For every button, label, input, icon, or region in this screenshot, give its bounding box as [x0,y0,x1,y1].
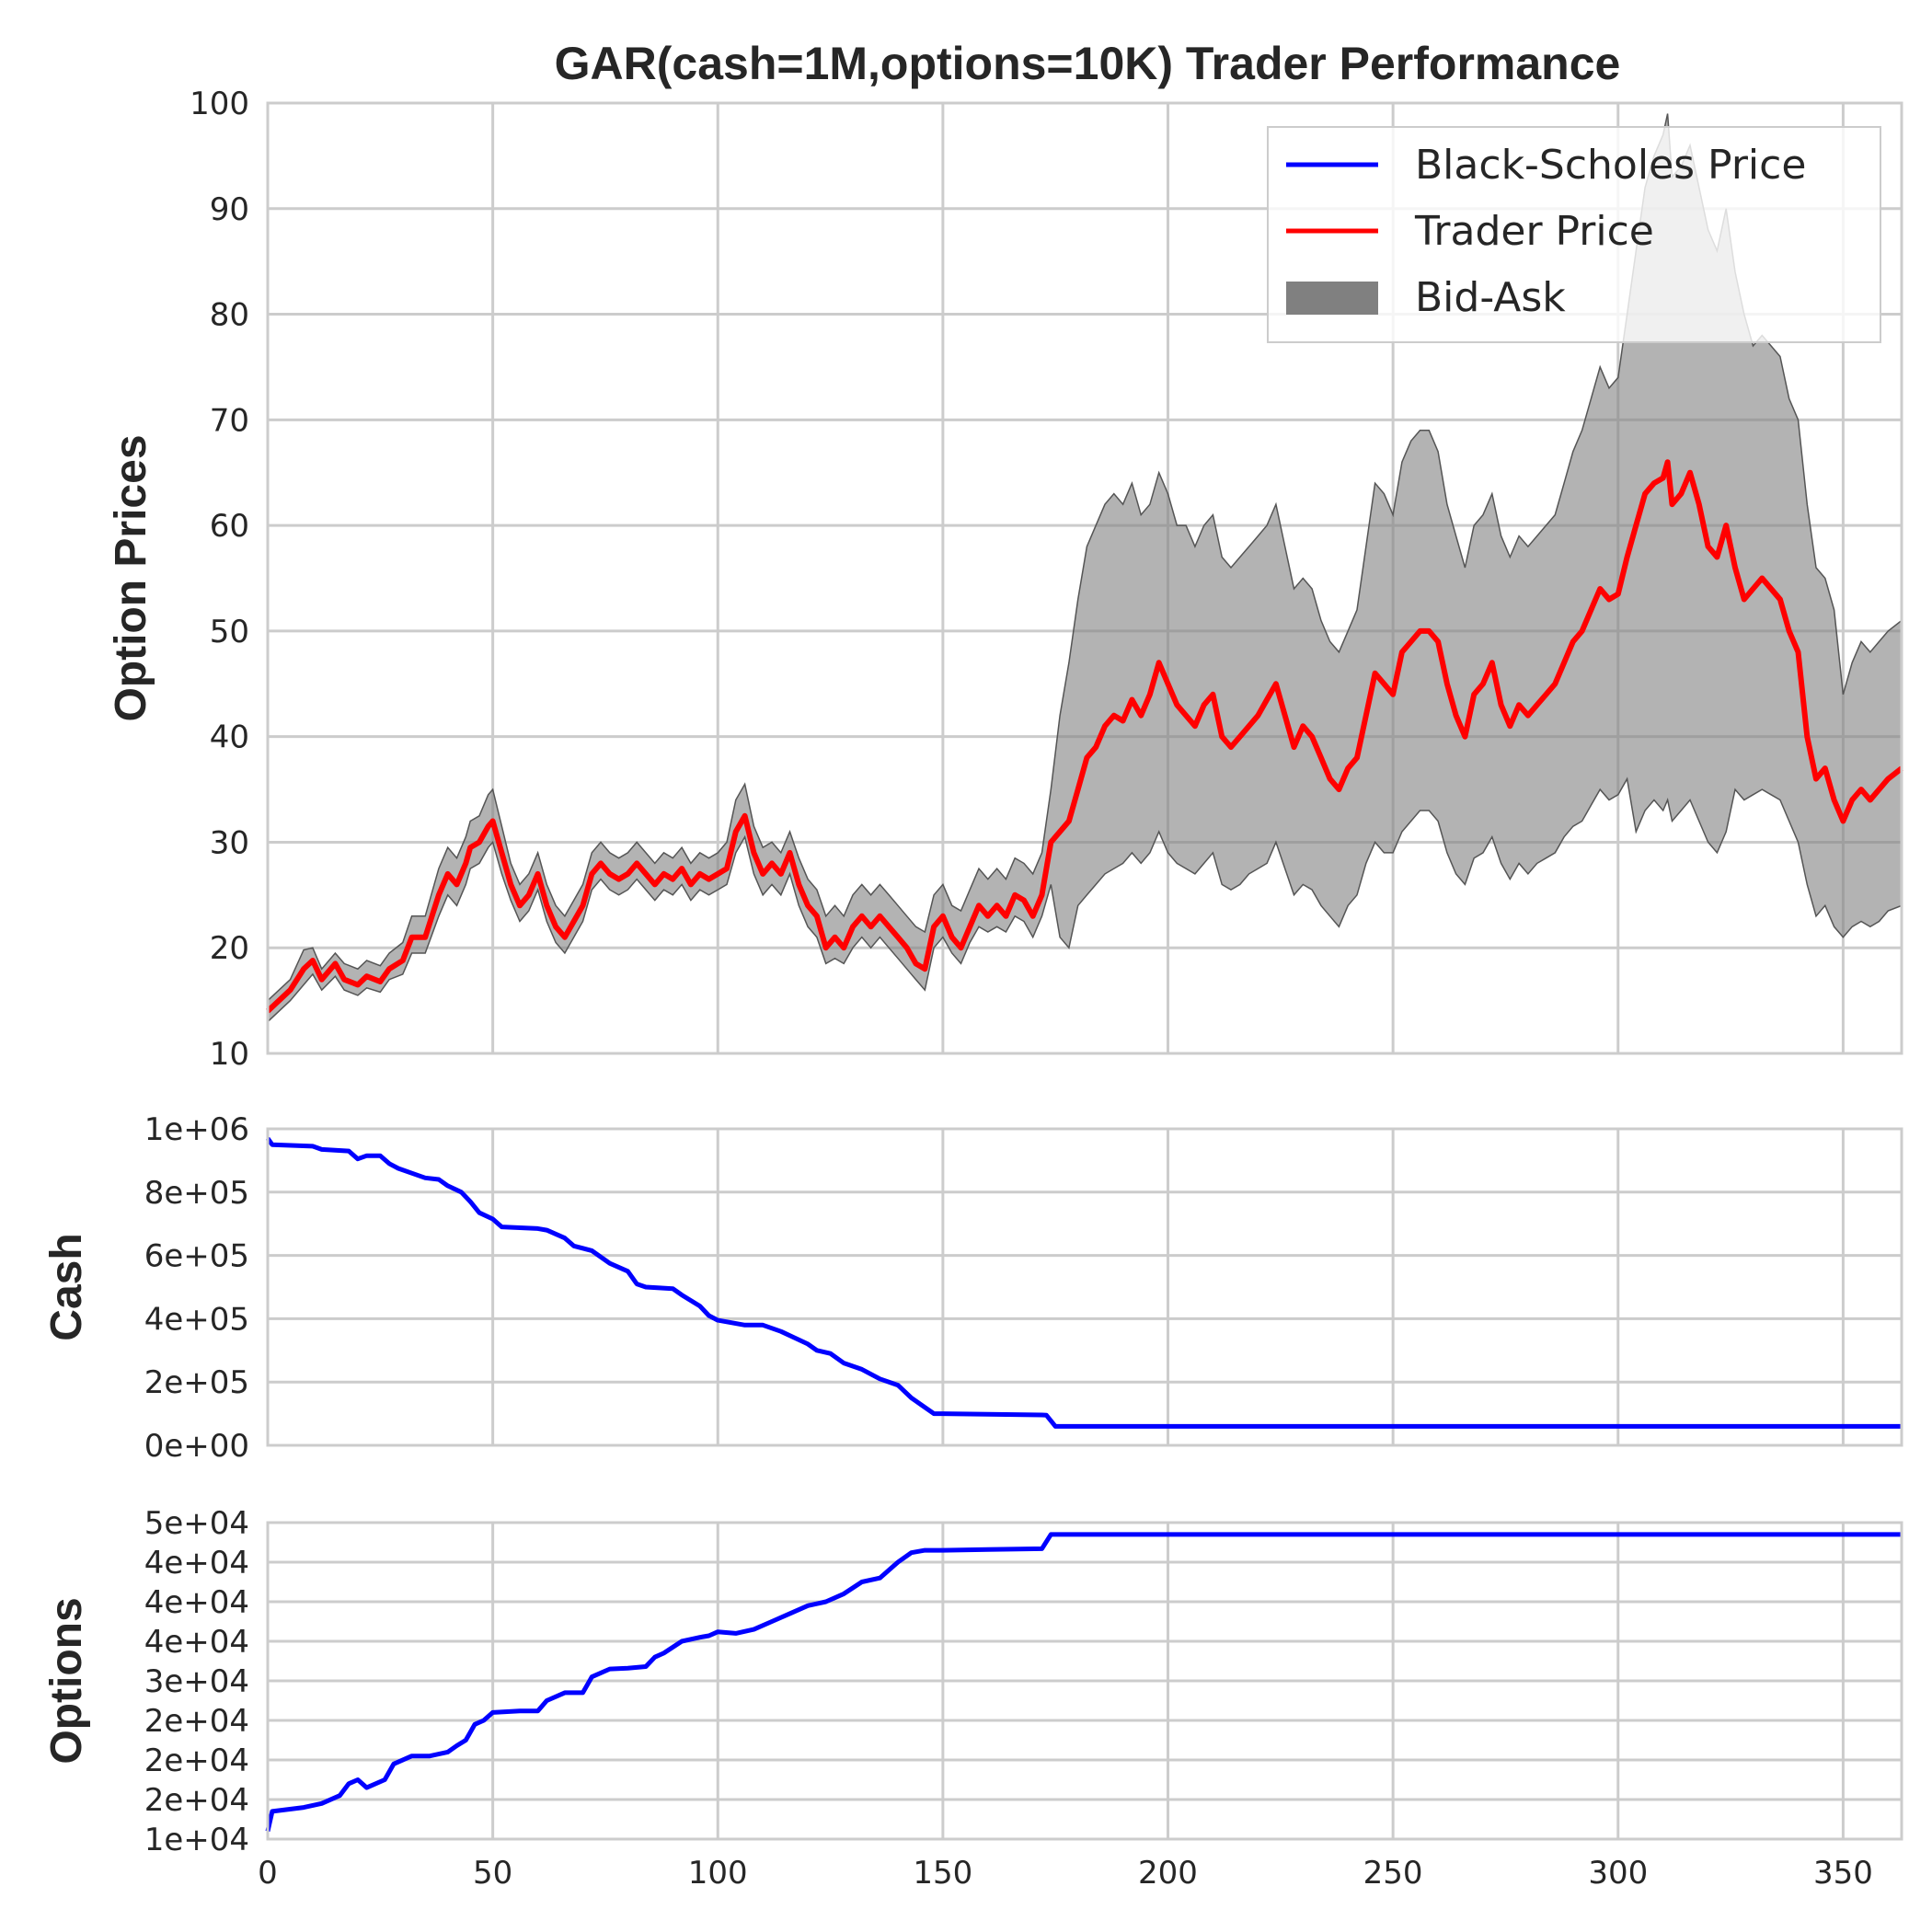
y-tick-label: 1e+04 [144,1822,249,1858]
legend-swatch-bid-ask [1286,282,1378,315]
legend-label-black-scholes: Black-Scholes Price [1415,142,1806,189]
y-tick-label: 5e+04 [144,1505,249,1542]
options-ylabel: Options [42,1597,91,1764]
y-tick-label: 30 [210,824,249,861]
option-prices-ylabel: Option Prices [107,434,155,721]
x-tick-label: 250 [1363,1855,1423,1892]
y-tick-label: 100 [190,86,249,122]
y-tick-label: 20 [210,930,249,967]
y-tick-label: 4e+04 [144,1624,249,1661]
y-tick-label: 0e+00 [144,1428,249,1465]
y-tick-label: 2e+05 [144,1364,249,1401]
cash-panel: 0e+00 2e+05 4e+05 6e+05 8e+05 1e+06 Cash [42,1111,1903,1465]
y-tick-label: 2e+04 [144,1742,249,1779]
cash-frame [266,1127,1903,1447]
cash-line [265,1136,1902,1429]
y-tick-label: 70 [210,402,249,439]
y-tick-label: 2e+04 [144,1703,249,1740]
options-panel: 1e+042e+042e+042e+043e+044e+044e+044e+04… [42,1505,1903,1892]
x-tick-label: 100 [688,1855,748,1892]
x-tick-label: 200 [1138,1855,1198,1892]
options-frame [266,1521,1903,1841]
y-tick-label: 8e+05 [144,1175,249,1212]
y-tick-label: 10 [210,1036,249,1073]
y-tick-label: 90 [210,191,249,228]
y-tick-label: 60 [210,508,249,545]
cash-ylabel: Cash [42,1233,91,1340]
legend-label-trader-price: Trader Price [1414,208,1654,255]
x-tick-label: 150 [913,1855,972,1892]
x-tick-label: 50 [473,1855,512,1892]
y-tick-label: 4e+05 [144,1301,249,1338]
trader-price-line [265,459,1903,1014]
chart-title: GAR(cash=1M,options=10K) Trader Performa… [555,38,1621,89]
x-tick-label: 0 [258,1855,278,1892]
y-tick-label: 6e+05 [144,1238,249,1275]
x-tick-label: 350 [1813,1855,1873,1892]
y-tick-label: 40 [210,719,249,756]
option-prices-frame [266,101,1903,1055]
options-line [265,1532,1902,1832]
legend-label-bid-ask: Bid-Ask [1415,274,1566,321]
x-tick-label: 300 [1588,1855,1648,1892]
y-tick-label: 4e+04 [144,1584,249,1621]
y-tick-label: 2e+04 [144,1782,249,1819]
y-tick-label: 50 [210,614,249,650]
y-tick-label: 1e+06 [144,1111,249,1148]
option-prices-panel: 10 20 30 40 50 60 70 80 90 100 Option Prices Blac… [107,86,1903,1073]
y-tick-label: 3e+04 [144,1663,249,1700]
y-tick-label: 4e+04 [144,1545,249,1581]
legend: Black-Scholes Price Trader Price Bid-Ask [1267,126,1881,343]
y-tick-label: 80 [210,297,249,334]
